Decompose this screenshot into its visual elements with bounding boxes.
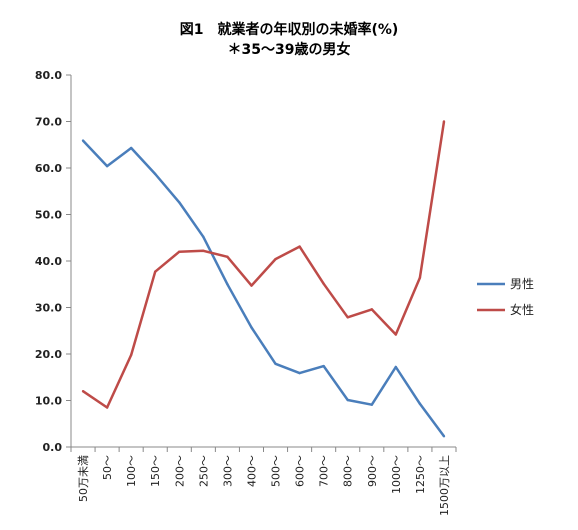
data-point: [81, 139, 85, 142]
data-point: [394, 333, 398, 336]
x-tick-label: 400～: [245, 455, 258, 487]
y-tick-label: 0.0: [43, 441, 63, 454]
x-tick-label: 300～: [221, 455, 234, 487]
x-tick-label: 100～: [125, 455, 138, 487]
data-point: [226, 283, 229, 286]
data-point: [250, 284, 253, 287]
y-tick-label: 30.0: [35, 302, 62, 315]
data-point: [322, 364, 325, 368]
chart-subtitle: ＊35～39歳の男女: [228, 41, 351, 58]
data-point: [418, 402, 422, 405]
data-point: [370, 308, 373, 311]
x-tick-label: 1500万以上: [438, 455, 451, 516]
data-point: [105, 406, 109, 409]
data-point: [274, 257, 277, 261]
data-point: [105, 164, 109, 168]
data-point: [370, 403, 373, 406]
data-point: [346, 398, 349, 402]
x-tick-label: 50～: [101, 455, 114, 480]
data-point: [154, 270, 157, 273]
data-point: [442, 120, 446, 123]
y-tick-label: 60.0: [35, 162, 62, 175]
y-tick-label: 40.0: [35, 255, 62, 268]
x-tick-label: 1000～: [390, 455, 403, 494]
y-tick-label: 20.0: [35, 348, 62, 361]
x-tick-label: 1250～: [414, 455, 427, 494]
data-point: [418, 276, 422, 279]
y-tick-label: 50.0: [35, 209, 62, 222]
x-tick-label: 800～: [342, 455, 355, 487]
data-point: [322, 282, 325, 285]
series-group: [81, 120, 446, 438]
data-point: [274, 362, 277, 365]
data-point: [202, 235, 205, 239]
data-point: [202, 249, 205, 252]
y-tick-label: 80.0: [35, 69, 62, 82]
y-tick-label: 70.0: [35, 116, 62, 129]
data-point: [442, 435, 446, 438]
legend-label: 女性: [510, 302, 534, 317]
data-point: [81, 390, 85, 393]
x-tick-label: 600～: [294, 455, 307, 487]
legend-label: 男性: [510, 277, 534, 291]
series-line-1: [82, 121, 446, 409]
x-tick-label: 50万未満: [77, 455, 90, 502]
data-point: [154, 172, 157, 176]
x-axis-ticks: 50万未満 50～ 100～ 150～ 200～ 250～ 300～ 400～ 500～ 600～…: [70, 447, 457, 516]
chart-title: 図1 就業者の年収別の未婚率(%): [180, 21, 399, 38]
data-point: [298, 245, 301, 248]
data-point: [346, 316, 349, 319]
x-tick-label: 250～: [197, 455, 210, 487]
series-line-0: [82, 139, 446, 438]
data-point: [129, 353, 133, 357]
data-point: [250, 326, 253, 329]
data-point: [178, 250, 181, 253]
data-point: [129, 146, 133, 150]
data-point: [394, 365, 398, 369]
x-tick-label: 500～: [270, 455, 283, 487]
data-point: [298, 371, 301, 375]
x-tick-label: 150～: [149, 455, 162, 487]
y-axis-ticks: 0.0 10.0 20.0 30.0 40.0 50.0 60.0 70.0 80.0: [35, 69, 71, 454]
x-tick-label: 200～: [173, 455, 186, 487]
data-point: [226, 255, 229, 259]
y-tick-label: 10.0: [35, 395, 62, 408]
data-point: [178, 201, 181, 204]
x-tick-label: 700～: [318, 455, 331, 487]
x-tick-label: 900～: [366, 455, 379, 487]
